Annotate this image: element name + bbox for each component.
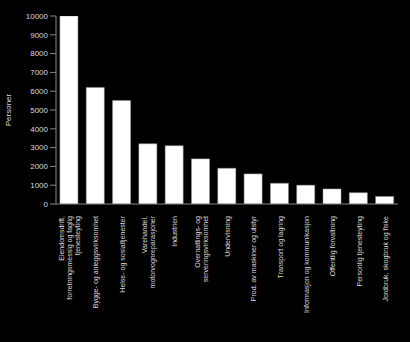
svg-text:10000: 10000	[26, 12, 49, 21]
svg-text:5000: 5000	[30, 106, 48, 115]
svg-text:Undervisning: Undervisning	[224, 216, 232, 257]
svg-text:8000: 8000	[30, 49, 48, 58]
svg-text:Overnattings- ogserveringsvirk: Overnattings- ogserveringsvirksomhet	[194, 216, 210, 282]
svg-text:Varehandel,motorvognreparasjon: Varehandel,motorvognreparasjoner	[141, 215, 157, 288]
svg-text:2000: 2000	[30, 162, 48, 171]
svg-text:1000: 1000	[30, 181, 48, 190]
svg-text:Offentlig forvaltning: Offentlig forvaltning	[329, 216, 337, 276]
svg-text:3000: 3000	[30, 143, 48, 152]
svg-text:0: 0	[44, 200, 49, 209]
svg-text:Eiendomsdrift,forretningsmessi: Eiendomsdrift,forretningsmessig og fagli…	[58, 216, 82, 300]
svg-text:6000: 6000	[30, 87, 48, 96]
svg-text:7000: 7000	[30, 68, 48, 77]
svg-text:Informasjon og kommunikasjon: Informasjon og kommunikasjon	[303, 216, 311, 313]
svg-text:Bygge- og anleggsvirksomhet: Bygge- og anleggsvirksomhet	[92, 216, 100, 308]
svg-text:4000: 4000	[30, 125, 48, 134]
svg-text:Helse- og sosialtjenester: Helse- og sosialtjenester	[119, 215, 127, 292]
svg-text:Personlig tjenesteyting: Personlig tjenesteyting	[356, 216, 364, 287]
svg-text:Personer: Personer	[8, 93, 13, 126]
svg-text:Industrien: Industrien	[171, 216, 178, 247]
svg-text:9000: 9000	[30, 31, 48, 40]
svg-text:Prod. av maskiner og utstyr: Prod. av maskiner og utstyr	[250, 215, 258, 301]
svg-text:Jordbruk, skogbruk og fiske: Jordbruk, skogbruk og fiske	[382, 216, 390, 302]
svg-text:Transport og lagring: Transport og lagring	[277, 216, 285, 278]
